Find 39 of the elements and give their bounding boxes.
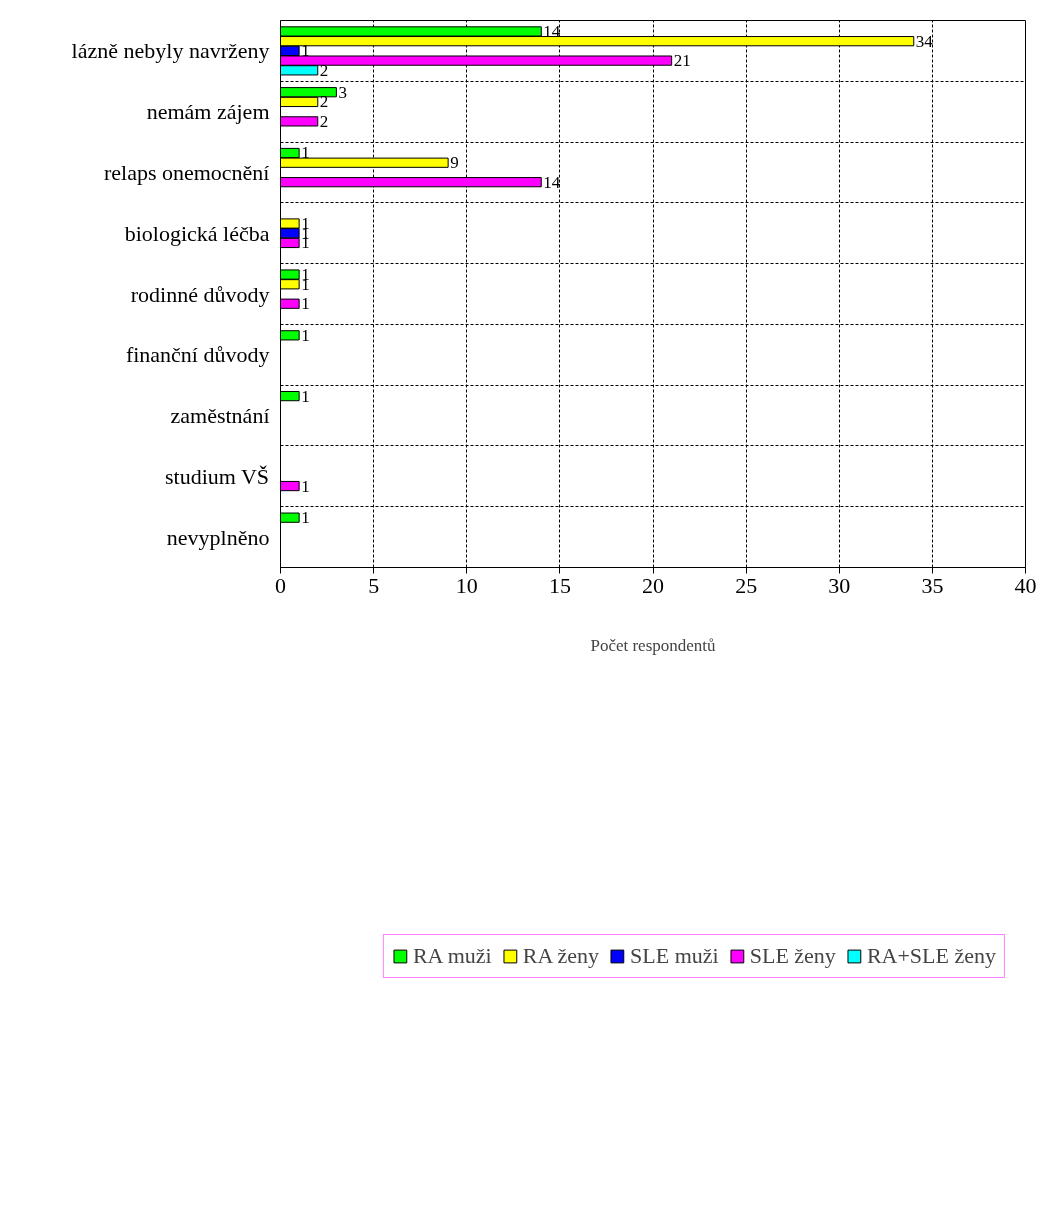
y-tick-label: biologická léčba [124,220,270,246]
data-label: 3 [338,82,347,102]
y-tick-label: zaměstnání [170,403,270,429]
x-tick-label: 15 [548,572,571,598]
data-label: 1 [301,294,310,314]
legend-label: RA+SLE ženy [866,943,996,969]
data-label: 34 [915,31,934,51]
data-label: 2 [319,111,329,131]
x-tick-label: 30 [828,572,851,598]
legend-label: SLE ženy [749,943,836,969]
x-axis-title: Počet respondentů [590,635,717,655]
y-tick-label: finanční důvody [125,342,270,368]
x-tick-label: 25 [735,572,758,598]
y-tick-label: lázně nebyly navrženy [71,38,270,64]
data-label: 14 [543,172,561,192]
data-label: 1 [301,143,310,163]
y-tick-label: relaps onemocnění [103,159,270,185]
x-tick-label: 0 [275,572,286,598]
x-tick-label: 35 [921,572,944,598]
legend-label: RA muži [412,943,492,969]
y-tick-label: rodinné důvody [130,281,270,307]
data-label: 2 [319,92,329,112]
y-tick-label: nemám zájem [146,99,270,125]
data-label: 1 [301,386,310,406]
data-label: 1 [301,325,310,345]
x-tick-label: 20 [642,572,664,598]
data-label: 2 [319,60,329,80]
legend-label: RA ženy [522,943,600,969]
data-label: 1 [301,41,310,61]
data-label: 1 [301,476,310,496]
y-tick-label: studium VŠ [164,463,270,489]
data-label: 1 [301,508,310,528]
x-tick-label: 40 [1014,572,1037,598]
x-tick-label: 5 [368,572,380,598]
data-label: 9 [450,153,459,173]
x-tick-label: 10 [455,572,478,598]
data-label: 21 [673,51,691,71]
y-tick-label: nevyplněno [166,524,270,550]
legend-label: SLE muži [630,943,719,969]
